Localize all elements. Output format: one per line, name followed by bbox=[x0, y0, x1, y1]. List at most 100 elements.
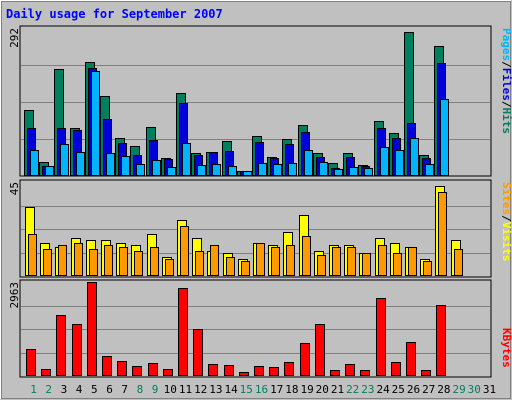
visits-sites-bar bbox=[256, 243, 265, 276]
x-tick-label: 7 bbox=[121, 383, 128, 396]
visits-sites-bar bbox=[408, 247, 417, 276]
hits-pages-bar bbox=[228, 166, 237, 176]
bars bbox=[24, 32, 463, 376]
hits-ymax-label: 292 bbox=[8, 28, 21, 48]
kbytes-kbytes-bar bbox=[436, 305, 446, 376]
x-tick-label: 6 bbox=[106, 383, 113, 396]
x-tick-label: 27 bbox=[422, 383, 435, 396]
x-tick-label: 10 bbox=[164, 383, 177, 396]
x-tick-label: 15 bbox=[240, 383, 253, 396]
legend-sep-1: / bbox=[500, 61, 512, 68]
kbytes-kbytes-bar bbox=[87, 282, 97, 376]
visits-sites-bar bbox=[454, 249, 463, 276]
hits-pages-bar bbox=[121, 156, 130, 176]
x-tick-label: 13 bbox=[209, 383, 222, 396]
x-tick-label: 17 bbox=[270, 383, 283, 396]
kbytes-kbytes-bar bbox=[284, 362, 294, 376]
x-tick-label: 25 bbox=[392, 383, 405, 396]
kbytes-kbytes-bar bbox=[72, 324, 82, 376]
legend-sep-3: / bbox=[500, 215, 512, 222]
hits-pages-bar bbox=[304, 150, 313, 176]
visits-sites-bar bbox=[28, 234, 37, 276]
visits-sites-bar bbox=[210, 245, 219, 276]
hits-pages-bar bbox=[425, 164, 434, 176]
x-tick-label: 14 bbox=[224, 383, 238, 396]
x-tick-label: 1 bbox=[30, 383, 37, 396]
kbytes-kbytes-bar bbox=[376, 298, 386, 376]
hits-pages-bar bbox=[106, 153, 115, 176]
visits-sites-bar bbox=[150, 247, 159, 276]
hits-pages-bar bbox=[288, 163, 297, 176]
visits-sites-bar bbox=[180, 226, 189, 276]
kbytes-kbytes-bar bbox=[56, 315, 66, 376]
visits-ymax-label: 45 bbox=[8, 182, 21, 195]
x-tick-label: 9 bbox=[152, 383, 159, 396]
hits-pages-bar bbox=[258, 163, 267, 176]
visits-sites-bar bbox=[271, 247, 280, 276]
hits-pages-bar bbox=[197, 165, 206, 176]
hits-pages-bar bbox=[182, 143, 191, 176]
visits-sites-bar bbox=[302, 236, 311, 276]
x-tick-label: 21 bbox=[331, 383, 344, 396]
kbytes-kbytes-bar bbox=[163, 369, 173, 376]
visits-sites-bar bbox=[74, 243, 83, 276]
visits-sites-bar bbox=[119, 247, 128, 276]
visits-sites-bar bbox=[89, 249, 98, 276]
kbytes-kbytes-bar bbox=[254, 366, 264, 376]
chart-title: Daily usage for September 2007 bbox=[6, 7, 223, 21]
x-tick-label: 30 bbox=[468, 383, 481, 396]
hits-panel-legend: Pages/Files/Hits bbox=[500, 28, 512, 134]
visits-panel-legend: Sites/Visits bbox=[500, 182, 512, 262]
kbytes-ymax-label: 2963 bbox=[8, 282, 21, 309]
visits-sites-bar bbox=[378, 245, 387, 276]
kbytes-kbytes-bar bbox=[148, 363, 158, 376]
visits-sites-bar bbox=[134, 251, 143, 276]
hits-pages-bar bbox=[410, 138, 419, 176]
kbytes-kbytes-bar bbox=[421, 370, 431, 376]
visits-sites-bar bbox=[332, 247, 341, 276]
hits-pages-bar bbox=[91, 71, 100, 176]
x-tick-label: 3 bbox=[61, 383, 68, 396]
visits-sites-bar bbox=[362, 253, 371, 276]
x-tick-label: 2 bbox=[45, 383, 52, 396]
x-tick-label: 5 bbox=[91, 383, 98, 396]
legend-visits: Visits bbox=[500, 222, 512, 262]
x-tick-label: 23 bbox=[361, 383, 374, 396]
visits-sites-bar bbox=[58, 245, 67, 276]
kbytes-kbytes-bar bbox=[208, 364, 218, 376]
x-tick-label: 19 bbox=[300, 383, 313, 396]
legend-files: Files bbox=[500, 68, 512, 101]
legend-hits: Hits bbox=[500, 108, 512, 135]
hits-pages-bar bbox=[334, 169, 343, 176]
hits-pages-bar bbox=[152, 160, 161, 176]
kbytes-kbytes-bar bbox=[132, 366, 142, 376]
kbytes-kbytes-bar bbox=[102, 356, 112, 376]
hits-pages-bar bbox=[380, 147, 389, 176]
kbytes-kbytes-bar bbox=[269, 367, 279, 376]
hits-pages-bar bbox=[76, 152, 85, 176]
visits-sites-bar bbox=[438, 192, 447, 276]
hits-pages-bar bbox=[395, 150, 404, 176]
hits-pages-bar bbox=[319, 162, 328, 176]
visits-sites-bar bbox=[317, 255, 326, 276]
visits-sites-bar bbox=[165, 259, 174, 276]
kbytes-kbytes-bar bbox=[406, 342, 416, 376]
x-tick-label: 20 bbox=[316, 383, 329, 396]
visits-sites-bar bbox=[104, 245, 113, 276]
hits-pages-bar bbox=[273, 164, 282, 176]
x-tick-label: 4 bbox=[76, 383, 83, 396]
x-tick-label: 16 bbox=[255, 383, 268, 396]
x-tick-label: 24 bbox=[376, 383, 390, 396]
visits-sites-bar bbox=[195, 251, 204, 276]
hits-pages-bar bbox=[60, 144, 69, 176]
kbytes-kbytes-bar bbox=[345, 364, 355, 376]
hits-pages-bar bbox=[136, 164, 145, 176]
x-tick-label: 26 bbox=[407, 383, 420, 396]
legend-pages: Pages bbox=[500, 28, 512, 61]
visits-sites-bar bbox=[43, 249, 52, 276]
kbytes-kbytes-bar bbox=[26, 349, 36, 376]
x-tick-label: 29 bbox=[452, 383, 465, 396]
